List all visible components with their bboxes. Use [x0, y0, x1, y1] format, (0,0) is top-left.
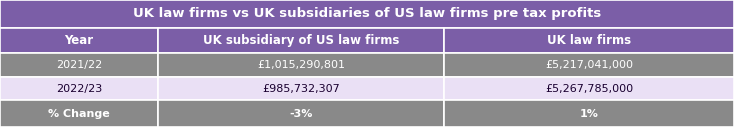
Text: £5,267,785,000: £5,267,785,000 — [545, 84, 633, 94]
Bar — [0, 100, 158, 127]
Bar — [444, 28, 734, 53]
Text: £1,015,290,801: £1,015,290,801 — [257, 60, 345, 70]
Text: Year: Year — [65, 34, 93, 47]
Bar — [158, 100, 444, 127]
Bar — [0, 0, 734, 28]
Bar — [444, 100, 734, 127]
Text: £985,732,307: £985,732,307 — [262, 84, 340, 94]
Bar — [0, 53, 158, 77]
Text: 1%: 1% — [580, 109, 598, 119]
Text: -3%: -3% — [289, 109, 313, 119]
Text: £5,217,041,000: £5,217,041,000 — [545, 60, 633, 70]
Text: % Change: % Change — [48, 109, 110, 119]
Bar — [158, 28, 444, 53]
Bar — [0, 77, 158, 100]
Bar — [0, 28, 158, 53]
Bar — [444, 53, 734, 77]
Text: UK subsidiary of US law firms: UK subsidiary of US law firms — [203, 34, 399, 47]
Bar — [444, 77, 734, 100]
Bar — [158, 53, 444, 77]
Text: 2022/23: 2022/23 — [56, 84, 102, 94]
Text: UK law firms vs UK subsidiaries of US law firms pre tax profits: UK law firms vs UK subsidiaries of US la… — [133, 7, 601, 20]
Text: UK law firms: UK law firms — [547, 34, 631, 47]
Text: 2021/22: 2021/22 — [56, 60, 102, 70]
Bar — [158, 77, 444, 100]
